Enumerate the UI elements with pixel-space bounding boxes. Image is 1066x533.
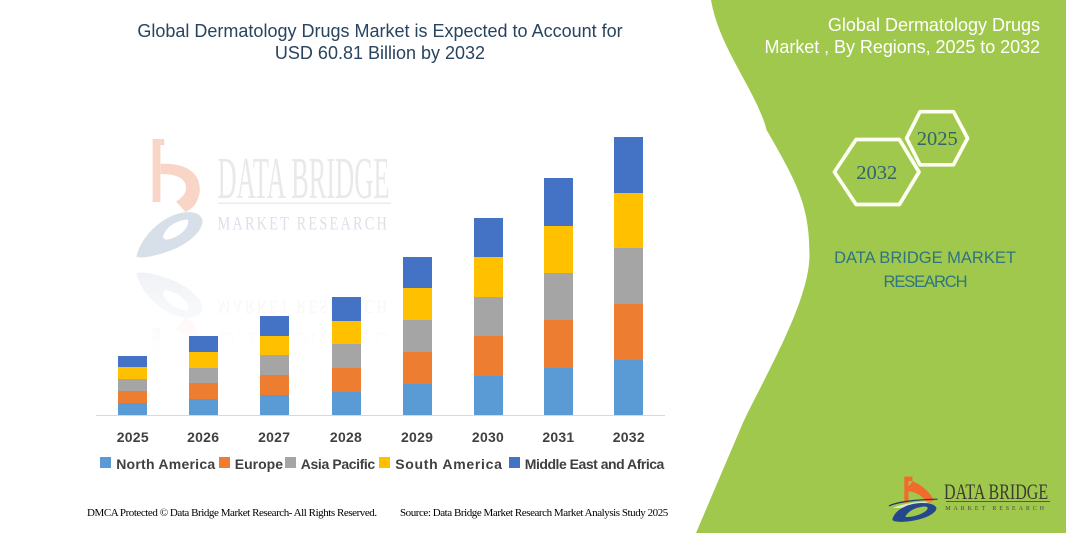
svg-text:MARKET RESEARCH: MARKET RESEARCH [218,296,390,317]
svg-text:MARKET RESEARCH: MARKET RESEARCH [945,506,1047,512]
svg-text:DATA BRIDGE: DATA BRIDGE [944,481,1048,505]
svg-text:2032: 2032 [856,162,897,184]
svg-text:2025: 2025 [917,128,958,150]
svg-text:DATA BRIDGE: DATA BRIDGE [218,319,390,385]
